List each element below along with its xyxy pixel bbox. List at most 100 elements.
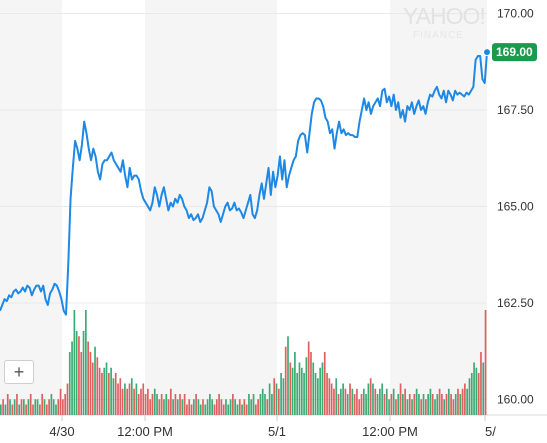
volume-bar <box>142 383 145 415</box>
volume-bar <box>71 341 73 415</box>
volume-bar <box>422 394 425 415</box>
price-tag-box <box>492 43 537 62</box>
volume-bar <box>103 367 106 415</box>
volume-bar <box>365 394 367 415</box>
volume-bar <box>160 394 163 415</box>
volume-bar <box>268 383 271 415</box>
volume-bar <box>482 362 485 415</box>
volume-bar <box>264 394 266 415</box>
volume-bar <box>34 399 37 415</box>
volume-bar <box>156 394 158 415</box>
volume-bar <box>158 399 161 415</box>
volume-bar <box>314 373 317 415</box>
volume-bar <box>294 352 296 415</box>
volume-bar <box>87 341 89 415</box>
volume-bar <box>388 399 390 415</box>
volume-bar <box>328 378 331 415</box>
volume-bar <box>96 357 99 415</box>
volume-bar <box>2 399 4 415</box>
volume-bar <box>169 388 172 415</box>
volume-bar <box>415 388 418 415</box>
volume-bar <box>335 378 338 415</box>
volume-bar <box>248 394 250 415</box>
volume-bar <box>411 399 413 415</box>
zoom-in-button[interactable]: + <box>4 360 34 384</box>
volume-bar <box>195 394 197 415</box>
volume-bar <box>284 346 287 415</box>
volume-bar <box>204 404 207 415</box>
volume-bar <box>64 394 67 415</box>
volume-bar <box>337 394 340 415</box>
volume-bar <box>91 362 94 415</box>
volume-bar <box>220 399 223 415</box>
volume-bar <box>130 378 133 415</box>
volume-bar <box>236 404 239 415</box>
volume-bar <box>128 383 131 415</box>
volume-bar <box>427 394 429 415</box>
volume-bar <box>353 394 356 415</box>
volume-bar <box>454 394 457 415</box>
volume-bar <box>280 373 282 415</box>
volume-bar <box>105 362 108 415</box>
volume-bar <box>408 394 411 415</box>
volume-bar <box>273 378 276 415</box>
volume-bar <box>119 378 122 415</box>
volume-bar <box>464 383 466 415</box>
volume-bar <box>112 378 115 415</box>
volume-bar <box>149 399 152 415</box>
volume-bar <box>9 399 11 415</box>
volume-bar <box>85 310 87 415</box>
volume-bar <box>22 399 25 415</box>
volume-bar <box>45 404 48 415</box>
price-tag-value: 169.00 <box>496 45 533 59</box>
volume-bar <box>317 378 319 415</box>
volume-bar <box>312 362 315 415</box>
volume-bar <box>153 388 156 415</box>
volume-bar <box>351 388 354 415</box>
volume-bar <box>376 394 379 415</box>
volume-bar <box>445 394 448 415</box>
volume-bar <box>18 404 21 415</box>
volume-bar <box>41 394 44 415</box>
volume-bar <box>6 394 9 415</box>
volume-bar <box>390 394 393 415</box>
volume-bar <box>140 388 142 415</box>
volume-bar <box>298 362 301 415</box>
volume-bar <box>333 388 335 415</box>
volume-bar <box>176 399 179 415</box>
volume-bar <box>326 373 328 415</box>
volume-bar <box>16 394 18 415</box>
volume-bar <box>211 399 214 415</box>
volume-bar <box>287 336 289 415</box>
volume-bar <box>321 362 324 415</box>
volume-bar <box>261 388 264 415</box>
volume-bar <box>73 310 76 415</box>
volume-bar <box>385 388 388 415</box>
volume-bar <box>59 388 62 415</box>
volume-bar <box>39 404 41 415</box>
volume-bar <box>319 367 322 415</box>
volume-bar <box>395 399 397 415</box>
volume-bar <box>367 383 370 415</box>
x-tick-label: 5/1 <box>268 424 286 439</box>
volume-bar <box>114 373 117 415</box>
volume-bar <box>282 378 285 415</box>
volume-bar <box>206 399 209 415</box>
volume-bar <box>11 404 14 415</box>
watermark-logo: YAHOO! <box>403 3 485 29</box>
volume-bar <box>222 404 225 415</box>
x-tick-label: 4/30 <box>49 424 74 439</box>
volume-bar <box>436 394 439 415</box>
x-axis: 4/30 12:00 PM 5/1 12:00 PM 5/ <box>49 424 496 439</box>
volume-bar <box>402 394 404 415</box>
volume-bar <box>429 388 432 415</box>
volume-bar <box>310 352 312 415</box>
volume-bar <box>277 388 280 415</box>
volume-bar <box>218 394 220 415</box>
volume-bar <box>227 404 230 415</box>
volume-bar <box>349 383 351 415</box>
volume-bar <box>197 399 200 415</box>
volume-bar <box>126 388 129 415</box>
volume-bar <box>144 394 147 415</box>
